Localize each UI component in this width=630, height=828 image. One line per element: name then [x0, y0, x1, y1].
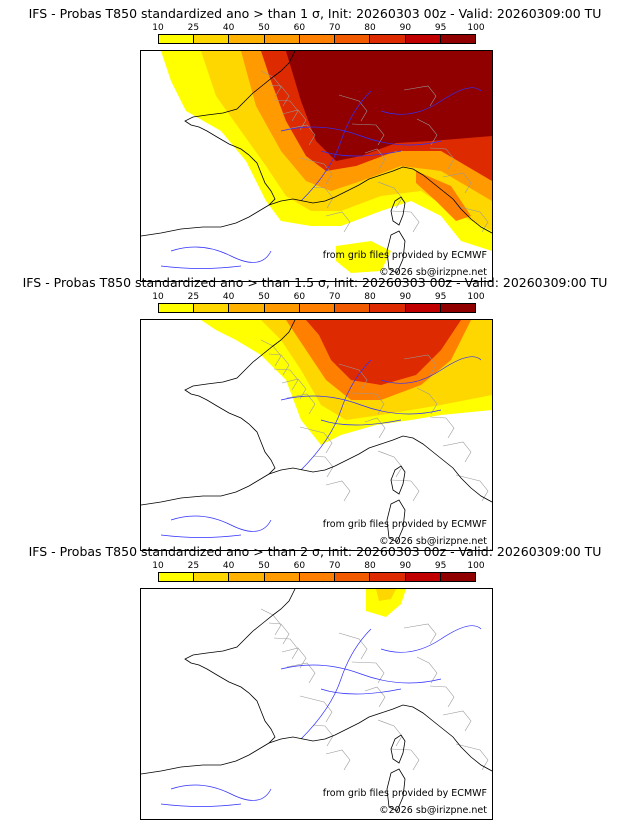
coastline	[141, 589, 492, 812]
colorbar-swatch	[299, 35, 336, 43]
map-canvas	[141, 589, 492, 812]
colorbar-tick-label: 50	[258, 292, 270, 302]
colorbar-swatch	[229, 304, 265, 312]
colorbar-swatch	[335, 573, 371, 581]
coastline	[141, 320, 492, 543]
colorbar-swatch	[194, 304, 230, 312]
copyright-credit: ©2026 sb@irizpne.net	[379, 536, 487, 547]
colorbar-swatch	[440, 304, 475, 312]
colorbar-tick-label: 50	[258, 23, 270, 33]
colorbar-swatch	[264, 573, 300, 581]
colorbar-tick-label: 60	[293, 23, 306, 33]
probability-map: from grib files provided by ECMWF ©2026 …	[140, 319, 493, 551]
colorbar-swatch	[370, 35, 406, 43]
probability-shading	[366, 589, 406, 617]
source-credit: from grib files provided by ECMWF	[322, 788, 487, 799]
colorbar-tick-label: 40	[222, 23, 235, 33]
colorbar-tick-label: 40	[222, 561, 235, 571]
region-borders	[260, 608, 489, 771]
colorbar-swatch	[159, 304, 195, 312]
colorbar-labels: 10 25 40 50 60 70 80 90 95 100	[152, 23, 485, 35]
probability-shading	[161, 51, 492, 273]
colorbar-labels: 10 25 40 50 60 70 80 90 95 100	[152, 292, 485, 304]
rivers	[160, 87, 482, 269]
colorbar-swatch	[264, 35, 300, 43]
colorbar-tick-label: 90	[399, 292, 412, 302]
colorbar-tick-label: 70	[328, 561, 341, 571]
colorbar-swatch	[370, 304, 406, 312]
colorbar-tick-label: 70	[328, 23, 341, 33]
probability-shading	[201, 320, 492, 445]
colorbar-swatch	[299, 573, 336, 581]
colorbar	[158, 572, 476, 582]
map-panel-3: IFS - Probas T850 standardized ano > tha…	[0, 544, 630, 820]
copyright-credit: ©2026 sb@irizpne.net	[379, 267, 487, 278]
probability-map: from grib files provided by ECMWF ©2026 …	[140, 588, 493, 820]
colorbar-swatch	[159, 35, 195, 43]
coastline	[141, 51, 492, 274]
colorbar-tick-label: 25	[187, 23, 200, 33]
colorbar-tick-label: 70	[328, 292, 341, 302]
colorbar-tick-label: 90	[399, 561, 412, 571]
colorbar-swatch	[405, 573, 441, 581]
source-credit: from grib files provided by ECMWF	[322, 250, 487, 261]
colorbar-tick-label: 80	[364, 292, 376, 302]
colorbar-tick-label: 95	[434, 561, 447, 571]
colorbar-swatch	[299, 304, 336, 312]
colorbar-tick-label: 100	[467, 23, 485, 33]
colorbar-tick-label: 95	[434, 292, 447, 302]
colorbar-swatch	[194, 35, 230, 43]
colorbar-tick-label: 95	[434, 23, 447, 33]
colorbar-tick-label: 60	[293, 292, 306, 302]
source-credit: from grib files provided by ECMWF	[322, 519, 487, 530]
region-borders	[260, 70, 489, 233]
colorbar	[158, 34, 476, 44]
rivers	[160, 356, 482, 538]
colorbar-swatch	[405, 304, 441, 312]
colorbar-tick-label: 50	[258, 561, 270, 571]
map-panel-2: IFS - Probas T850 standardized ano > tha…	[0, 275, 630, 551]
colorbar-tick-label: 10	[152, 292, 164, 302]
colorbar-tick-label: 80	[364, 23, 376, 33]
copyright-credit: ©2026 sb@irizpne.net	[379, 805, 487, 816]
colorbar-swatch	[440, 573, 475, 581]
colorbar-tick-label: 80	[364, 561, 376, 571]
colorbar-swatch	[335, 35, 371, 43]
probability-map: from grib files provided by ECMWF ©2026 …	[140, 50, 493, 282]
map-canvas	[141, 320, 492, 543]
colorbar-swatch	[229, 35, 265, 43]
colorbar-tick-label: 10	[152, 561, 164, 571]
panel-title: IFS - Probas T850 standardized ano > tha…	[28, 544, 602, 559]
colorbar-swatch	[335, 304, 371, 312]
colorbar-tick-label: 40	[222, 292, 235, 302]
colorbar-swatch	[405, 35, 441, 43]
colorbar-tick-label: 90	[399, 23, 412, 33]
colorbar-swatch	[370, 573, 406, 581]
colorbar-tick-label: 10	[152, 23, 164, 33]
colorbar-swatch	[194, 573, 230, 581]
panel-title: IFS - Probas T850 standardized ano > tha…	[28, 6, 602, 21]
colorbar-labels: 10 25 40 50 60 70 80 90 95 100	[152, 561, 485, 573]
colorbar-swatch	[229, 573, 265, 581]
region-borders	[260, 339, 489, 502]
colorbar-tick-label: 100	[467, 292, 485, 302]
map-panel-1: IFS - Probas T850 standardized ano > tha…	[0, 6, 630, 282]
colorbar	[158, 303, 476, 313]
panel-title: IFS - Probas T850 standardized ano > tha…	[22, 275, 608, 290]
map-canvas	[141, 51, 492, 274]
colorbar-swatch	[440, 35, 475, 43]
colorbar-swatch	[264, 304, 300, 312]
colorbar-tick-label: 25	[187, 561, 200, 571]
rivers	[160, 625, 482, 807]
colorbar-swatch	[159, 573, 195, 581]
colorbar-tick-label: 100	[467, 561, 485, 571]
colorbar-tick-label: 25	[187, 292, 200, 302]
colorbar-tick-label: 60	[293, 561, 306, 571]
